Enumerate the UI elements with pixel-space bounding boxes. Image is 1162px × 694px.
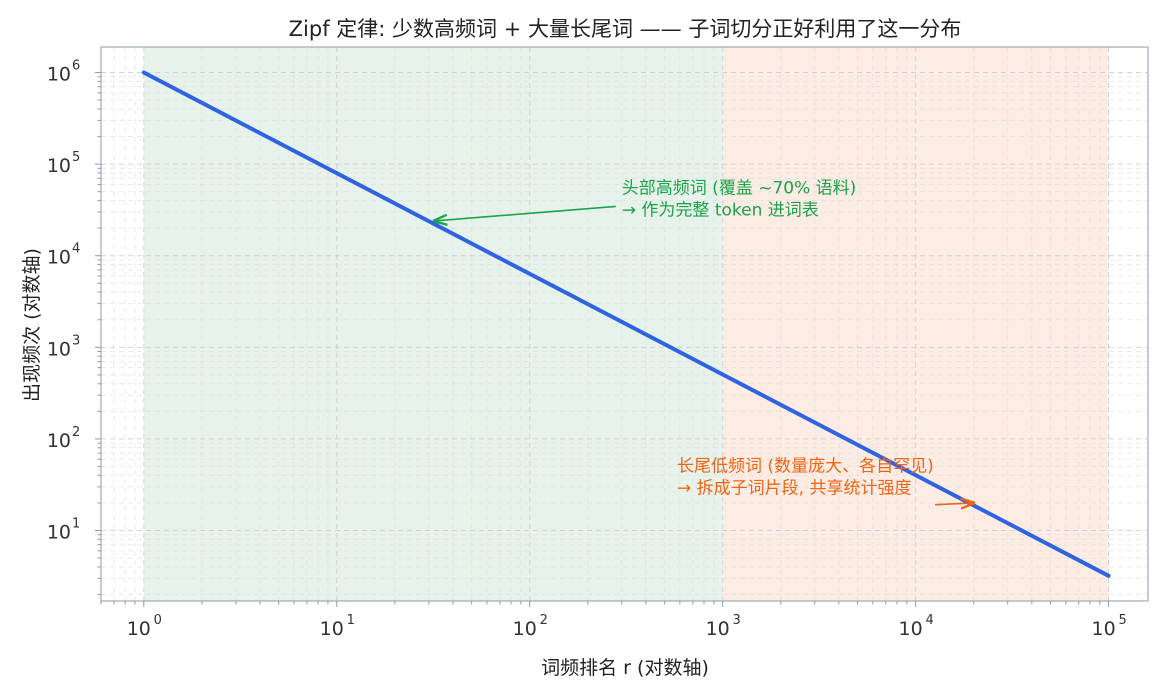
annotation-text-1-1: → 拆成子词片段, 共享统计强度 (677, 479, 911, 499)
x-tick-label-5: 10 (1092, 618, 1116, 640)
x-tick-exponent-2: 2 (540, 613, 548, 628)
y-tick-label-3: 10 (47, 247, 71, 269)
x-axis-ticks: 10 0 10 1 10 2 10 3 10 4 10 5 (100, 601, 1127, 640)
x-tick-label-1: 10 (320, 618, 344, 640)
y-tick-label-0: 10 (47, 522, 71, 544)
y-tick-exponent-1: 2 (72, 425, 80, 440)
plot-frame (100, 46, 1149, 602)
x-axis-label: 词频排名 r (对数轴) (541, 657, 709, 679)
x-tick-label-0: 10 (127, 618, 151, 640)
y-tick-exponent-0: 1 (72, 517, 80, 532)
annotation-arrow-1 (935, 503, 974, 505)
y-tick-exponent-2: 3 (72, 333, 80, 348)
x-tick-exponent-4: 4 (926, 613, 934, 628)
chart-title: Zipf 定律: 少数高频词 + 大量长尾词 —— 子词切分正好利用了这一分布 (289, 17, 962, 41)
y-tick-exponent-4: 5 (72, 150, 80, 165)
x-tick-label-3: 10 (706, 618, 730, 640)
grid-lines (100, 47, 1148, 601)
y-tick-exponent-5: 6 (72, 59, 80, 74)
x-tick-exponent-5: 5 (1118, 613, 1126, 628)
annotation-text-1-0: 长尾低频词 (数量庞大、各自罕见) (677, 457, 934, 477)
y-tick-label-1: 10 (47, 430, 71, 452)
region-0 (143, 47, 723, 601)
x-tick-exponent-1: 1 (347, 613, 355, 628)
annotation-text-0-1: → 作为完整 token 进词表 (622, 200, 819, 220)
x-tick-exponent-0: 0 (154, 613, 162, 628)
annotations: 头部高频词 (覆盖 ~70% 语料)→ 作为完整 token 进词表长尾低频词 … (434, 178, 973, 504)
annotation-arrow-0 (434, 205, 616, 220)
series-line-0 (141, 70, 1111, 578)
y-axis-label: 出现频次 (对数轴) (21, 248, 43, 402)
x-tick-label-2: 10 (513, 618, 537, 640)
y-tick-label-2: 10 (47, 338, 71, 360)
annotation-text-0-0: 头部高频词 (覆盖 ~70% 语料) (622, 178, 857, 198)
series-layer (141, 70, 1111, 578)
y-tick-exponent-3: 4 (72, 242, 80, 257)
y-tick-label-5: 10 (47, 64, 71, 86)
x-tick-label-4: 10 (899, 618, 923, 640)
y-tick-label-4: 10 (47, 155, 71, 177)
x-tick-exponent-3: 3 (733, 613, 741, 628)
